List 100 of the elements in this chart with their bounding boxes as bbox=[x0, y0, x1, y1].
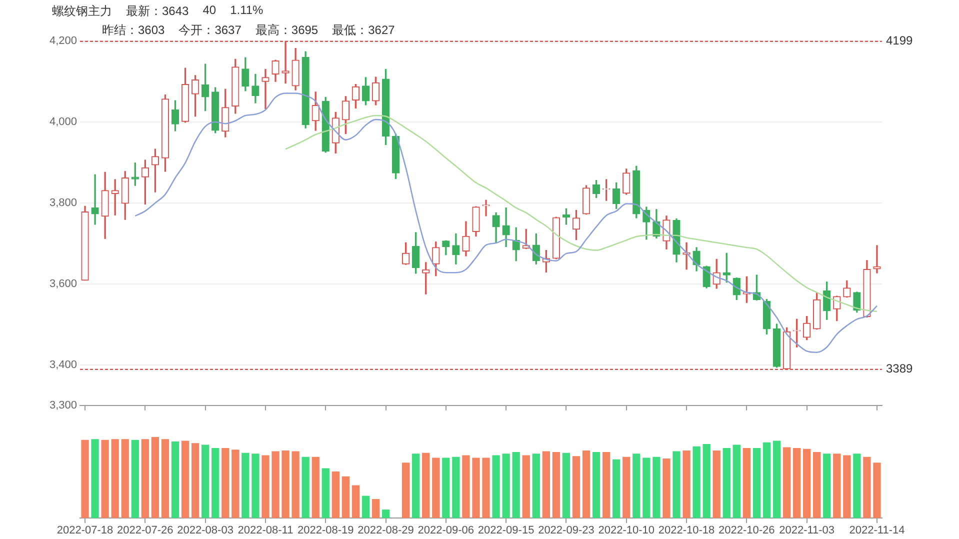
line-series bbox=[134, 92, 878, 354]
bar bbox=[302, 456, 310, 518]
bar bbox=[702, 444, 710, 518]
bar bbox=[111, 439, 119, 518]
bar bbox=[81, 440, 89, 518]
y-tick-label: 3,400 bbox=[49, 358, 77, 371]
text: 最新：3643 bbox=[126, 3, 189, 20]
bar bbox=[362, 496, 370, 518]
x-tick-label: 2022-08-29 bbox=[358, 524, 414, 537]
text: 最高：3695 bbox=[255, 22, 318, 39]
text: 螺纹钢主力 bbox=[52, 3, 112, 20]
bar bbox=[712, 450, 720, 518]
y-tick-label: 3,600 bbox=[49, 278, 77, 290]
bar bbox=[161, 439, 170, 518]
text: 最低：3627 bbox=[332, 22, 395, 39]
bar bbox=[782, 447, 791, 518]
x-tick-label: 2022-10-18 bbox=[658, 524, 715, 537]
x-tick-label: 2022-09-23 bbox=[538, 524, 594, 537]
x-tick-label: 2022-08-03 bbox=[177, 524, 234, 537]
text: 1.11% bbox=[230, 3, 264, 19]
bar bbox=[843, 455, 851, 518]
ref-line-label: 4199 bbox=[886, 34, 914, 48]
bar bbox=[692, 446, 700, 518]
bar bbox=[853, 454, 861, 518]
bar bbox=[813, 452, 821, 518]
bar bbox=[532, 454, 540, 518]
bar bbox=[322, 468, 330, 518]
bar bbox=[562, 452, 570, 518]
bar bbox=[482, 458, 490, 518]
bar bbox=[662, 458, 670, 518]
bar bbox=[672, 451, 680, 518]
candlestick bbox=[873, 245, 881, 274]
bar bbox=[201, 444, 210, 518]
bar bbox=[212, 448, 220, 518]
bar bbox=[792, 448, 801, 518]
x-tick-label: 2022-10-10 bbox=[598, 524, 655, 537]
bar bbox=[752, 448, 761, 518]
bar bbox=[873, 462, 881, 518]
x-tick-label: 2022-11-14 bbox=[849, 524, 905, 537]
bar bbox=[91, 439, 99, 518]
bar bbox=[522, 455, 530, 518]
line-series bbox=[284, 114, 878, 312]
bar bbox=[422, 452, 430, 518]
bar bbox=[332, 472, 340, 518]
text: 今开：3637 bbox=[178, 22, 242, 39]
candlestick bbox=[262, 69, 270, 109]
y-tick-label: 4,200 bbox=[49, 35, 77, 48]
bar bbox=[101, 440, 109, 518]
y-tick-label: 3,300 bbox=[49, 399, 77, 412]
x-tick-label: 2022-07-26 bbox=[117, 524, 174, 537]
bar bbox=[282, 450, 290, 518]
bar bbox=[372, 499, 380, 518]
bar bbox=[442, 458, 450, 518]
bar bbox=[572, 456, 580, 518]
bar bbox=[502, 454, 510, 518]
bar bbox=[432, 458, 440, 518]
bar bbox=[222, 448, 230, 518]
bar bbox=[272, 451, 280, 518]
bar bbox=[863, 456, 871, 518]
bar bbox=[582, 450, 590, 518]
bar bbox=[262, 455, 270, 518]
bar bbox=[151, 437, 160, 518]
x-tick-label: 2022-08-11 bbox=[238, 524, 294, 537]
x-tick-label: 2022-08-19 bbox=[297, 524, 354, 537]
bar bbox=[131, 440, 139, 518]
bar bbox=[492, 455, 500, 518]
bar bbox=[121, 439, 129, 518]
bar bbox=[772, 440, 781, 518]
bar bbox=[402, 462, 410, 518]
text: 昨结：3603 bbox=[102, 22, 165, 39]
bar bbox=[833, 454, 841, 518]
bar bbox=[232, 450, 240, 518]
bar bbox=[312, 456, 320, 518]
x-tick-label: 2022-09-06 bbox=[418, 524, 474, 537]
bar bbox=[602, 452, 610, 518]
bar bbox=[141, 439, 149, 518]
bar bbox=[652, 456, 660, 518]
bar bbox=[171, 442, 180, 518]
bar bbox=[191, 443, 200, 518]
bar bbox=[742, 448, 750, 518]
x-tick-label: 2022-11-03 bbox=[779, 524, 835, 537]
x-tick-label: 2022-07-18 bbox=[56, 524, 114, 537]
bar bbox=[642, 458, 650, 518]
bar bbox=[622, 456, 630, 518]
bar bbox=[802, 448, 811, 518]
bar bbox=[252, 454, 260, 518]
text: 40 bbox=[202, 3, 216, 19]
bar bbox=[722, 448, 730, 518]
bar bbox=[462, 455, 470, 518]
bar bbox=[452, 456, 460, 518]
ref-line-label: 3389 bbox=[886, 362, 914, 376]
bar bbox=[181, 440, 190, 518]
y-tick-label: 4,000 bbox=[49, 116, 77, 128]
bar bbox=[292, 451, 300, 518]
bar bbox=[382, 510, 390, 518]
bar bbox=[732, 444, 740, 518]
y-tick-label: 3,800 bbox=[49, 196, 77, 209]
candlestick bbox=[282, 41, 290, 84]
x-tick-label: 2022-10-26 bbox=[718, 524, 775, 537]
candlestick bbox=[91, 174, 99, 225]
